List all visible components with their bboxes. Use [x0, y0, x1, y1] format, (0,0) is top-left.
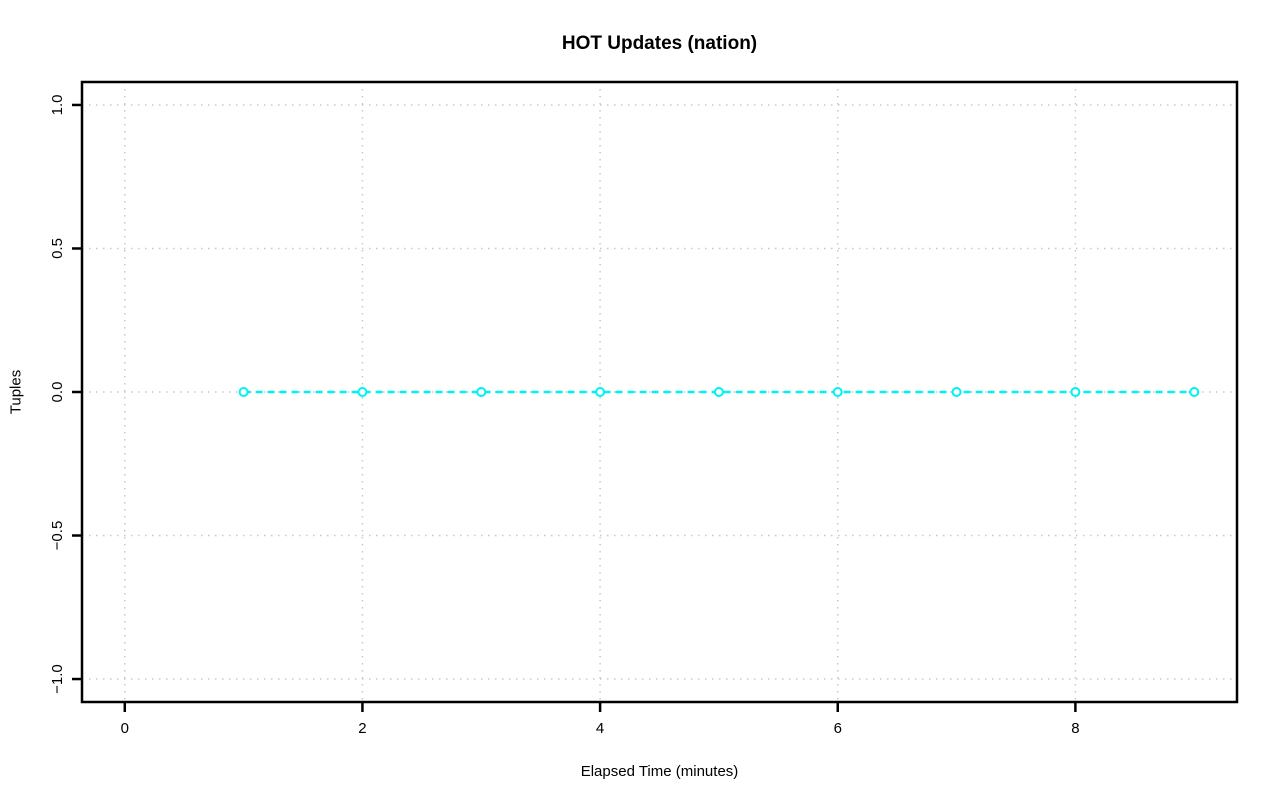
x-axis-tick-label: 6: [834, 720, 842, 737]
x-axis-tick-label: 0: [121, 720, 129, 737]
data-point-marker: [1070, 387, 1081, 397]
chart-title: HOT Updates (nation): [561, 33, 758, 54]
x-axis-tick-label: 4: [596, 720, 604, 737]
y-axis-tick-label: −1.0: [49, 664, 66, 694]
data-point-marker: [951, 387, 962, 397]
data-point-marker: [832, 387, 843, 397]
y-axis-tick-label: 0.5: [49, 238, 66, 259]
data-point-marker: [595, 387, 606, 397]
y-axis-tick-label: 1.0: [49, 95, 66, 116]
x-axis-tick-label: 2: [358, 720, 366, 737]
data-point-marker: [238, 387, 249, 397]
data-point-marker: [476, 387, 487, 397]
data-point-marker: [713, 387, 724, 397]
data-point-marker: [357, 387, 368, 397]
data-point-marker: [1189, 387, 1200, 397]
x-axis-title: Elapsed Time (minutes): [580, 763, 739, 780]
y-axis-title: Tuples: [7, 369, 25, 415]
y-axis-tick-label: 0.0: [49, 382, 66, 403]
x-axis-tick-label: 8: [1071, 720, 1079, 737]
y-axis-tick-label: −0.5: [49, 521, 66, 551]
